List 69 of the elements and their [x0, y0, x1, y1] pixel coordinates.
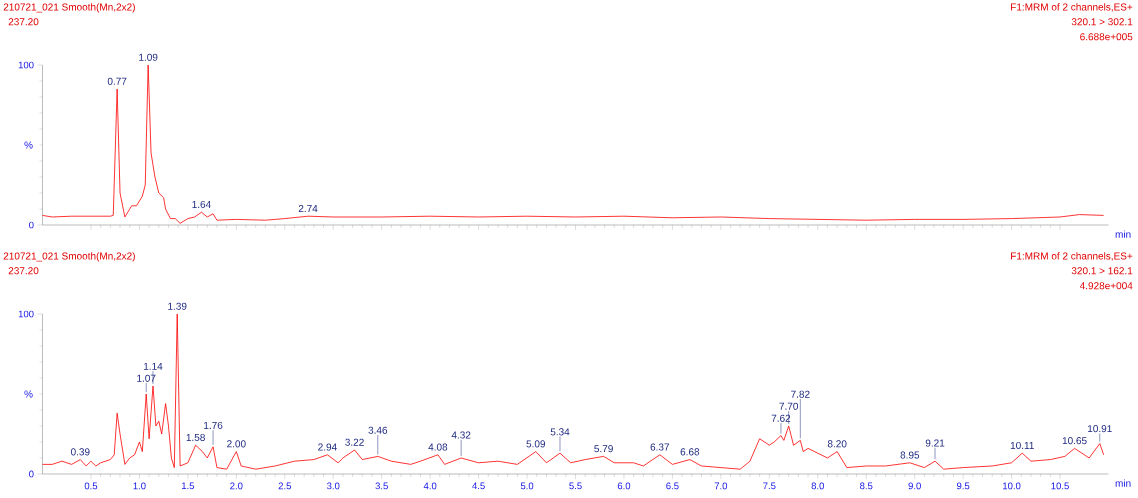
annotation: 3.22	[345, 438, 364, 446]
annotation: 6.37	[650, 443, 670, 451]
x-tick-label: 6.0	[617, 482, 631, 490]
x-tick-label: 5.5	[569, 482, 582, 490]
text: 320.1 > 302.1	[1071, 18, 1133, 26]
y-tick-label: 100	[18, 61, 34, 69]
annotation: 1.64	[192, 200, 211, 208]
annotation: 9.21	[925, 439, 945, 447]
x-tick-label: 0.5	[84, 482, 98, 490]
x-tick-label: 10.5	[1051, 482, 1069, 490]
annotation: 1.14	[144, 362, 163, 370]
y-tick-label: 0	[29, 221, 34, 229]
x-tick-label: 7.0	[714, 482, 728, 490]
annotation: 1.39	[168, 302, 187, 310]
annotation: 5.34	[550, 428, 570, 436]
annotation: 8.95	[900, 451, 920, 459]
x-tick-label: 7.5	[763, 482, 776, 490]
text: 320.1 > 162.1	[1071, 267, 1133, 275]
annotation: 2.74	[298, 205, 318, 212]
chart-title: 210721_021 Smooth(Mn,2x2)	[3, 252, 135, 262]
annotation: 1.76	[204, 421, 223, 429]
x-tick-label: 10.0	[1003, 482, 1021, 490]
annotation: 10.91	[1088, 425, 1112, 433]
x-tick-label: 5.0	[520, 482, 534, 490]
annotation: 4.32	[451, 431, 471, 439]
x-tick-label: 1.5	[181, 482, 195, 490]
x-axis-title: min	[1115, 230, 1131, 238]
x-tick-label: 4.5	[472, 482, 485, 490]
annotation: 7.62	[771, 414, 791, 422]
annotation: 2.94	[318, 443, 337, 451]
x-tick-label: 3.5	[375, 482, 388, 490]
x-tick-label: 9.5	[956, 482, 970, 490]
annotation: 3.46	[368, 426, 388, 434]
annotation: 7.70	[779, 402, 799, 410]
x-tick-label: 6.5	[666, 482, 679, 490]
annotation: 5.09	[526, 440, 546, 448]
chart-subtitle: 237.20	[8, 18, 39, 26]
x-tick-label: 3.0	[326, 482, 340, 490]
annotation: 1.07	[137, 374, 156, 382]
annotation: 0.39	[70, 448, 90, 456]
annotation: 8.20	[827, 440, 847, 448]
x-tick-label: 2.0	[230, 482, 243, 490]
text: F1:MRM of 2 channels,ES+	[1011, 252, 1133, 261]
chart-title: 210721_021 Smooth(Mn,2x2)	[3, 3, 135, 13]
x-tick-label: 8.0	[811, 482, 824, 490]
annotation: 2.00	[227, 440, 246, 448]
y-tick-label: 100	[18, 310, 34, 318]
annotation: 7.82	[791, 390, 810, 398]
x-tick-label: 2.5	[278, 482, 291, 490]
y-tick-label: 0	[29, 470, 34, 478]
chart-subtitle: 237.20	[8, 267, 39, 275]
annotation: 4.08	[428, 443, 448, 451]
text: F1:MRM of 2 channels,ES+	[1011, 3, 1133, 12]
annotation: 6.68	[680, 448, 700, 456]
annotation: 1.09	[139, 53, 158, 61]
annotation: 10.65	[1062, 437, 1087, 445]
annotation: 1.58	[186, 433, 205, 441]
annotation: 0.77	[107, 77, 127, 85]
x-tick-label: 9.0	[908, 482, 921, 490]
text: 4.928e+004	[1079, 282, 1133, 290]
annotation: 10.11	[1010, 441, 1034, 449]
text: 6.688e+005	[1080, 33, 1133, 41]
y-axis-title: %	[24, 141, 33, 149]
annotation: 5.79	[594, 445, 613, 453]
x-axis-title: min	[1115, 479, 1131, 487]
y-axis-title: %	[24, 390, 33, 398]
x-tick-label: 4.0	[423, 482, 437, 490]
x-tick-label: 1.0	[133, 482, 146, 490]
x-tick-label: 8.5	[860, 482, 873, 490]
